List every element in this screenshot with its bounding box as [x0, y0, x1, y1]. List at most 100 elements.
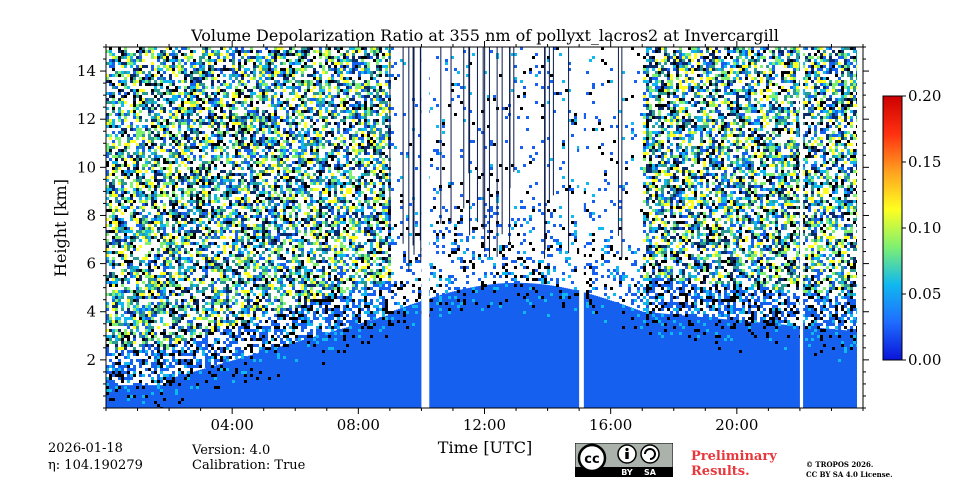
heatmap-cell	[115, 152, 118, 155]
heatmap-cell	[223, 290, 226, 293]
heatmap-cell	[151, 308, 154, 311]
heatmap-cell	[121, 347, 124, 350]
heatmap-cell	[250, 77, 253, 80]
heatmap-column	[576, 290, 578, 408]
heatmap-cell	[199, 62, 202, 65]
heatmap-cell	[166, 335, 169, 338]
heatmap-cell	[280, 71, 283, 74]
heatmap-cell	[292, 68, 295, 71]
heatmap-cell	[220, 161, 223, 164]
heatmap-cell	[286, 173, 289, 176]
heatmap-cell	[187, 278, 190, 281]
heatmap-cell	[190, 332, 193, 335]
heatmap-cell	[193, 206, 196, 209]
heatmap-cell	[142, 215, 145, 218]
heatmap-cell	[136, 176, 139, 179]
heatmap-cell	[112, 143, 115, 146]
heatmap-cell	[160, 242, 163, 245]
heatmap-cell	[139, 365, 142, 368]
heatmap-cell	[157, 374, 160, 377]
heatmap-cell	[148, 320, 151, 323]
heatmap-cell	[106, 155, 109, 158]
heatmap-cell	[220, 224, 223, 227]
heatmap-cell	[172, 194, 175, 197]
heatmap-cell	[193, 122, 196, 125]
heatmap-cell	[172, 332, 175, 335]
heatmap-cell	[205, 341, 208, 344]
heatmap-cell	[127, 245, 130, 248]
heatmap-cell	[241, 128, 244, 131]
heatmap-cell	[262, 245, 265, 248]
heatmap-cell	[286, 227, 289, 230]
heatmap-cell	[193, 263, 196, 266]
heatmap-cell	[244, 95, 247, 98]
heatmap-cell	[154, 185, 157, 188]
heatmap-cell	[112, 227, 115, 230]
heatmap-cell	[226, 323, 229, 326]
heatmap-cell	[112, 266, 115, 269]
heatmap-cell	[154, 401, 157, 404]
heatmap-cell	[259, 299, 262, 302]
heatmap-cell	[235, 101, 238, 104]
heatmap-cell	[298, 134, 301, 137]
heatmap-cell	[298, 188, 301, 191]
heatmap-cell	[148, 161, 151, 164]
heatmap-cell	[283, 290, 286, 293]
heatmap-cell	[265, 86, 268, 89]
heatmap-cell	[286, 140, 289, 143]
heatmap-cell	[163, 353, 166, 356]
heatmap-cell	[124, 371, 127, 374]
heatmap-cell	[280, 278, 283, 281]
heatmap-cell	[280, 185, 283, 188]
heatmap-cell	[157, 119, 160, 122]
heatmap-cell	[202, 347, 205, 350]
heatmap-cell	[271, 152, 274, 155]
heatmap-cell	[145, 335, 148, 338]
heatmap-cell	[238, 143, 241, 146]
heatmap-cell	[253, 269, 256, 272]
heatmap-cell	[223, 365, 226, 368]
heatmap-cell	[295, 86, 298, 89]
heatmap-cell	[106, 197, 109, 200]
heatmap-cell	[148, 140, 151, 143]
heatmap-cell	[259, 272, 262, 275]
heatmap-cell	[184, 134, 187, 137]
heatmap-cell	[169, 284, 172, 287]
heatmap-cell	[127, 74, 130, 77]
heatmap-cell	[277, 161, 280, 164]
heatmap-column	[766, 323, 768, 408]
heatmap-cell	[214, 260, 217, 263]
heatmap-cell	[175, 383, 178, 386]
heatmap-cell	[238, 221, 241, 224]
heatmap-cell	[112, 305, 115, 308]
heatmap-cell	[133, 128, 136, 131]
heatmap-cell	[142, 134, 145, 137]
heatmap-cell	[217, 269, 220, 272]
heatmap-cell	[226, 224, 229, 227]
heatmap-cell	[112, 374, 115, 377]
heatmap-cell	[106, 245, 109, 248]
heatmap-column	[264, 351, 266, 408]
heatmap-cell	[187, 134, 190, 137]
heatmap-column	[650, 312, 652, 408]
heatmap-cell	[184, 308, 187, 311]
heatmap-cell	[253, 227, 256, 230]
heatmap-cell	[124, 206, 127, 209]
heatmap-cell	[127, 62, 130, 65]
heatmap-cell	[157, 83, 160, 86]
heatmap-cell	[223, 350, 226, 353]
heatmap-cell	[259, 236, 262, 239]
heatmap-cell	[148, 269, 151, 272]
heatmap-cell	[274, 326, 277, 329]
heatmap-cell	[124, 149, 127, 152]
heatmap-cell	[304, 227, 307, 230]
heatmap-cell	[190, 320, 193, 323]
heatmap-cell	[223, 74, 226, 77]
heatmap-cell	[211, 77, 214, 80]
heatmap-cell	[169, 98, 172, 101]
heatmap-cell	[112, 95, 115, 98]
heatmap-cell	[274, 86, 277, 89]
heatmap-cell	[166, 299, 169, 302]
heatmap-cell	[298, 281, 301, 284]
heatmap-cell	[121, 284, 124, 287]
